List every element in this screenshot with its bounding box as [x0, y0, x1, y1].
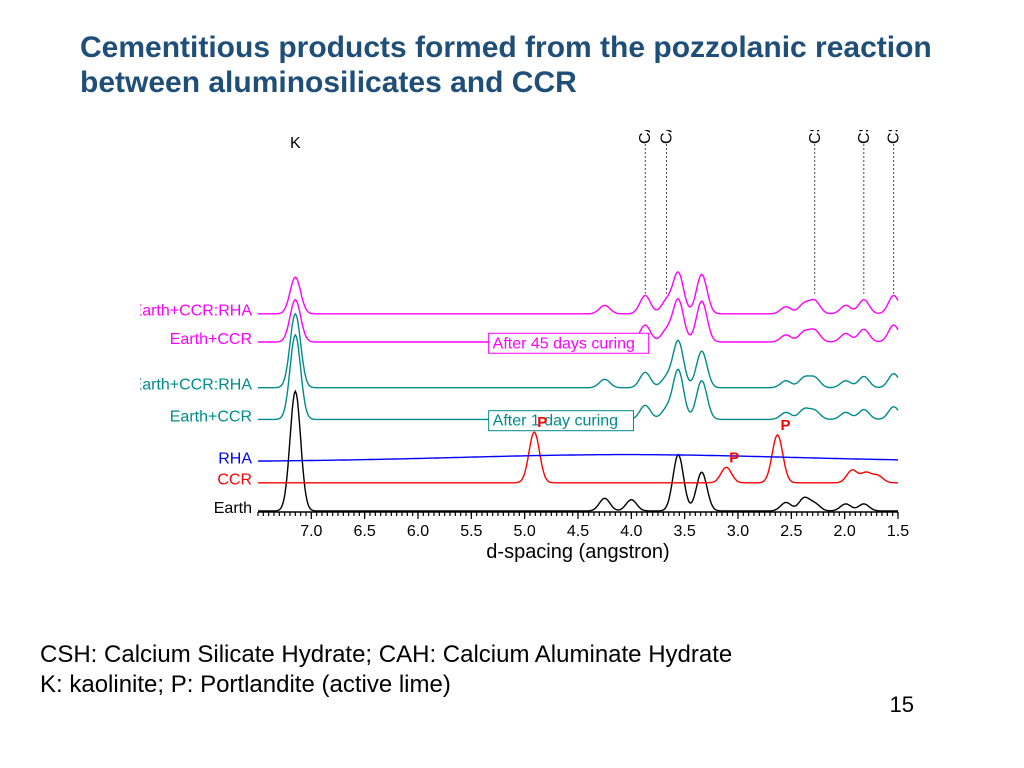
- svg-text:3.0: 3.0: [727, 523, 749, 540]
- series-label-ccr: CCR: [217, 472, 252, 489]
- page-number: 15: [890, 692, 914, 718]
- annotation-CAH-3.67A: CAH 3.67A: [659, 130, 676, 144]
- svg-text:6.0: 6.0: [407, 523, 429, 540]
- marker-P: P: [537, 414, 547, 431]
- series-label-d45a: Earth+CCR: [170, 331, 252, 348]
- svg-text:6.5: 6.5: [354, 523, 376, 540]
- series-label-rha: RHA: [218, 450, 252, 467]
- legend-definitions: CSH: Calcium Silicate Hydrate; CAH: Calc…: [40, 640, 732, 700]
- annotation-CSH-1.82-A: CSH 1.82 A: [856, 130, 873, 144]
- annotation-CSH-2.28-A: CSH 2.28 A: [807, 130, 824, 144]
- trace-rha: [258, 455, 898, 462]
- annotation-CSH-1.54-A: CSH 1.54 A: [886, 130, 903, 144]
- marker-P: P: [780, 417, 790, 434]
- annotation-K: K: [290, 135, 301, 152]
- series-label-d45b: Earth+CCR:RHA: [140, 303, 252, 320]
- svg-text:d-spacing (angstron): d-spacing (angstron): [486, 541, 669, 563]
- svg-text:5.0: 5.0: [514, 523, 536, 540]
- svg-text:5.5: 5.5: [460, 523, 482, 540]
- annotation-CAH-3.87A: CAH 3.87A: [637, 130, 654, 144]
- svg-text:1.5: 1.5: [887, 523, 909, 540]
- series-label-earth: Earth: [214, 500, 252, 517]
- inset-label-text: After 1 day curing: [493, 413, 618, 430]
- svg-text:3.5: 3.5: [674, 523, 696, 540]
- series-label-d1a: Earth+CCR: [170, 408, 252, 425]
- marker-P: P: [729, 449, 739, 466]
- slide-title: Cementitious products formed from the po…: [80, 30, 940, 101]
- svg-text:7.0: 7.0: [300, 523, 322, 540]
- series-label-d1b: Earth+CCR:RHA: [140, 377, 252, 394]
- svg-text:2.5: 2.5: [780, 523, 802, 540]
- svg-text:4.0: 4.0: [620, 523, 642, 540]
- legend-line-1: CSH: Calcium Silicate Hydrate; CAH: Calc…: [40, 640, 732, 670]
- xrd-chart: 7.0 6.5 6.0 5.5 5.0 4.5 4.0 3.5 3.0 2.5 2.0 1.5 d-sp…: [140, 130, 910, 610]
- inset-label-text: After 45 days curing: [493, 335, 635, 352]
- svg-text:2.0: 2.0: [834, 523, 856, 540]
- svg-text:4.5: 4.5: [567, 523, 589, 540]
- legend-line-2: K: kaolinite; P: Portlandite (active lim…: [40, 670, 732, 700]
- trace-d45b: [258, 272, 898, 314]
